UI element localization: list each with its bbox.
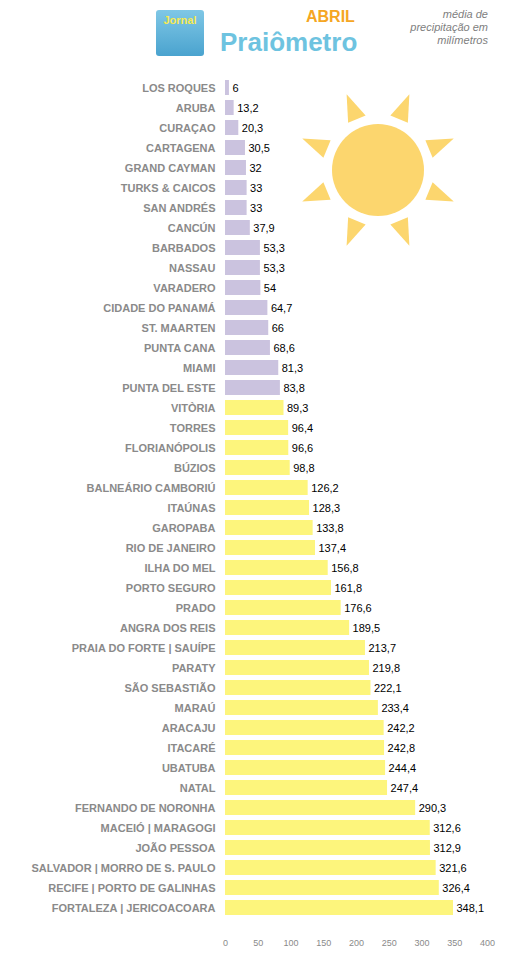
svg-text:PORTO SEGURO: PORTO SEGURO (126, 582, 216, 594)
svg-text:161,8: 161,8 (334, 582, 362, 594)
svg-text:PUNTA CANA: PUNTA CANA (144, 342, 216, 354)
svg-text:126,2: 126,2 (311, 482, 339, 494)
svg-text:BALNEÁRIO CAMBORIÚ: BALNEÁRIO CAMBORIÚ (87, 482, 216, 494)
svg-text:VITÒRIA: VITÒRIA (171, 402, 216, 414)
svg-text:FORTALEZA | JERICOACOARA: FORTALEZA | JERICOACOARA (52, 902, 216, 914)
svg-text:FLORIANÓPOLIS: FLORIANÓPOLIS (125, 442, 215, 454)
svg-text:30,5: 30,5 (248, 142, 269, 154)
svg-text:PRADO: PRADO (176, 602, 216, 614)
html-text:ABRIL: ABRIL (306, 8, 355, 25)
svg-text:242,8: 242,8 (388, 742, 416, 754)
svg-text:66: 66 (272, 322, 284, 334)
svg-text:326,4: 326,4 (442, 882, 470, 894)
svg-text:ITACARÉ: ITACARÉ (167, 742, 215, 754)
html-text:Jornal: Jornal (163, 14, 197, 26)
svg-text:TURKS & CAICOS: TURKS & CAICOS (121, 182, 216, 194)
html-text:Praiômetro: Praiômetro (220, 27, 358, 57)
svg-text:ITAÚNAS: ITAÚNAS (167, 502, 215, 514)
svg-text:233,4: 233,4 (381, 702, 409, 714)
svg-text:33: 33 (250, 202, 262, 214)
svg-text:176,6: 176,6 (344, 602, 372, 614)
svg-text:348,1: 348,1 (457, 902, 485, 914)
svg-text:33: 33 (250, 182, 262, 194)
svg-text:BARBADOS: BARBADOS (152, 242, 216, 254)
svg-text:VARADERO: VARADERO (153, 282, 216, 294)
svg-text:FERNANDO DE NORONHA: FERNANDO DE NORONHA (75, 802, 216, 814)
svg-text:JOÃO PESSOA: JOÃO PESSOA (135, 842, 215, 854)
svg-text:CURAÇAO: CURAÇAO (159, 122, 216, 134)
svg-text:83,8: 83,8 (283, 382, 304, 394)
svg-text:LOS ROQUES: LOS ROQUES (142, 82, 215, 94)
svg-text:312,9: 312,9 (433, 842, 461, 854)
svg-text:CARTAGENA: CARTAGENA (146, 142, 216, 154)
svg-text:MIAMI: MIAMI (183, 362, 215, 374)
html-text:média de precipitação em milím: média de precipitação em milímetros (410, 8, 488, 46)
svg-text:SALVADOR | MORRO DE S. PAULO: SALVADOR | MORRO DE S. PAULO (32, 862, 216, 874)
svg-text:PUNTA DEL ESTE: PUNTA DEL ESTE (122, 382, 215, 394)
svg-text:MACEIÓ | MARAGOGI: MACEIÓ | MARAGOGI (101, 822, 216, 834)
svg-text:222,1: 222,1 (374, 682, 402, 694)
svg-text:20,3: 20,3 (242, 122, 263, 134)
svg-text:RECIFE | PORTO DE GALINHAS: RECIFE | PORTO DE GALINHAS (48, 882, 215, 894)
svg-text:98,8: 98,8 (293, 462, 314, 474)
svg-text:321,6: 321,6 (439, 862, 467, 874)
svg-text:219,8: 219,8 (372, 662, 400, 674)
svg-text:96,4: 96,4 (292, 422, 313, 434)
svg-text:GRAND CAYMAN: GRAND CAYMAN (125, 162, 216, 174)
svg-text:PARATY: PARATY (172, 662, 216, 674)
svg-text:ST. MAARTEN: ST. MAARTEN (142, 322, 216, 334)
svg-text:CANCÚN: CANCÚN (168, 222, 216, 234)
svg-text:SAN ANDRÉS: SAN ANDRÉS (143, 202, 215, 214)
svg-text:SÃO SEBASTIÃO: SÃO SEBASTIÃO (124, 682, 216, 694)
svg-text:NASSAU: NASSAU (169, 262, 216, 274)
svg-text:ARACAJU: ARACAJU (162, 722, 216, 734)
svg-text:150: 150 (316, 938, 331, 948)
svg-text:37,9: 37,9 (253, 222, 274, 234)
svg-text:13,2: 13,2 (237, 102, 258, 114)
svg-text:137,4: 137,4 (318, 542, 346, 554)
svg-text:ARUBA: ARUBA (176, 102, 216, 114)
svg-text:ANGRA DOS REIS: ANGRA DOS REIS (120, 622, 216, 634)
svg-text:156,8: 156,8 (331, 562, 359, 574)
svg-text:290,3: 290,3 (419, 802, 447, 814)
svg-text:0: 0 (223, 938, 228, 948)
svg-text:NATAL: NATAL (180, 782, 216, 794)
svg-text:ILHA DO MEL: ILHA DO MEL (144, 562, 215, 574)
svg-text:CIDADE DO PANAMÁ: CIDADE DO PANAMÁ (103, 302, 215, 314)
svg-text:244,4: 244,4 (389, 762, 417, 774)
svg-text:242,2: 242,2 (387, 722, 415, 734)
svg-text:6: 6 (232, 82, 238, 94)
svg-text:247,4: 247,4 (391, 782, 419, 794)
svg-text:350: 350 (447, 938, 462, 948)
svg-text:81,3: 81,3 (282, 362, 303, 374)
svg-text:312,6: 312,6 (433, 822, 461, 834)
svg-text:54: 54 (264, 282, 276, 294)
svg-text:64,7: 64,7 (271, 302, 292, 314)
svg-text:53,3: 53,3 (263, 242, 284, 254)
svg-text:400: 400 (480, 938, 495, 948)
svg-text:RIO DE JANEIRO: RIO DE JANEIRO (126, 542, 216, 554)
svg-text:96,6: 96,6 (292, 442, 313, 454)
svg-text:UBATUBA: UBATUBA (162, 762, 216, 774)
svg-text:189,5: 189,5 (353, 622, 381, 634)
svg-text:53,3: 53,3 (263, 262, 284, 274)
svg-text:128,3: 128,3 (313, 502, 341, 514)
svg-text:250: 250 (382, 938, 397, 948)
svg-text:100: 100 (283, 938, 298, 948)
svg-text:MARAÚ: MARAÚ (175, 702, 216, 714)
svg-text:68,6: 68,6 (273, 342, 294, 354)
svg-text:PRAIA DO FORTE | SAUÍPE: PRAIA DO FORTE | SAUÍPE (72, 642, 216, 654)
svg-text:BÚZIOS: BÚZIOS (174, 462, 216, 474)
svg-text:89,3: 89,3 (287, 402, 308, 414)
svg-text:GAROPABA: GAROPABA (152, 522, 215, 534)
svg-text:32: 32 (249, 162, 261, 174)
svg-text:213,7: 213,7 (368, 642, 396, 654)
svg-text:200: 200 (349, 938, 364, 948)
svg-text:TORRES: TORRES (170, 422, 216, 434)
svg-text:133,8: 133,8 (316, 522, 344, 534)
svg-text:50: 50 (253, 938, 263, 948)
svg-text:300: 300 (414, 938, 429, 948)
